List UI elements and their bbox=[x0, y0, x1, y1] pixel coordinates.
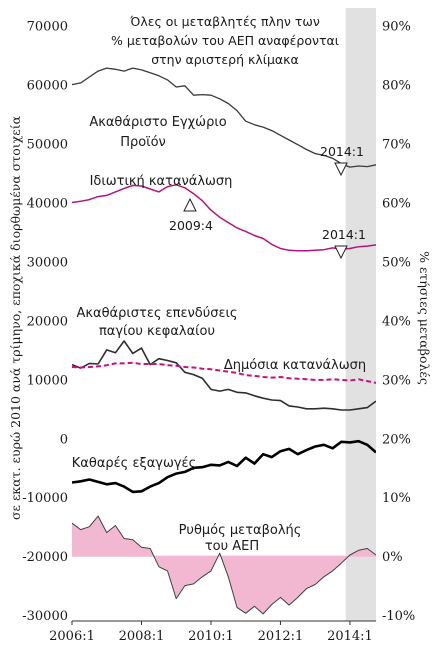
y-right-tick-label: 90% bbox=[382, 20, 411, 35]
triangle-marker-icon bbox=[334, 245, 348, 260]
y-left-tick-label: -20000 bbox=[22, 550, 68, 565]
annotation-consumption-2014: 2014:1 bbox=[322, 227, 366, 260]
series-line-public-consumption bbox=[72, 361, 376, 384]
series-line-gdp-growth bbox=[72, 515, 376, 615]
y-right-tick-label: 70% bbox=[382, 138, 411, 153]
y-axis-right-title: % ετήσιες μεταβολές bbox=[417, 251, 432, 385]
series-label-gdp: Ακαθάριστο Εγχώριο Προϊόν bbox=[89, 115, 226, 150]
y-right-tick-label: 20% bbox=[382, 432, 411, 447]
title-line-1: Όλες οι μεταβλητές πλην των bbox=[129, 14, 320, 29]
triangle-marker-icon bbox=[334, 162, 348, 177]
y-left-tick-label: 40000 bbox=[27, 197, 68, 212]
series-label-private-consumption: Ιδιωτική κατανάλωση bbox=[90, 174, 233, 189]
y-left-tick-label: 60000 bbox=[27, 79, 68, 94]
x-tick-label: 2014:1 bbox=[327, 629, 373, 644]
series-label-net-exports: Καθαρές εξαγωγές bbox=[72, 456, 196, 471]
y-left-tick-label: -10000 bbox=[22, 491, 68, 506]
annotation-label-gdp-2014: 2014:1 bbox=[320, 144, 364, 159]
y-left-tick-label: 20000 bbox=[27, 314, 68, 329]
y-right-tick-label: 30% bbox=[382, 373, 411, 388]
y-right-tick-label: 10% bbox=[382, 491, 411, 506]
series-label-investment-line-1: Ακαθάριστες επενδύσεις bbox=[76, 306, 237, 321]
title-line-3: στην αριστερή κλίμακα bbox=[151, 52, 299, 67]
series-line-gdp bbox=[72, 67, 376, 168]
series-label-gdp-growth: Ρυθμός μεταβολής του ΑΕΠ bbox=[179, 523, 302, 554]
annotation-label-consumption-peak: 2009:4 bbox=[169, 218, 213, 233]
series-label-public-consumption: Δημόσια κατανάλωση bbox=[224, 358, 366, 373]
shaded-period bbox=[345, 8, 376, 621]
series-label-investment-line-2: παγίου κεφαλαίου bbox=[99, 324, 215, 339]
series-line-net-exports bbox=[72, 439, 376, 494]
y-right-tick-label: 50% bbox=[382, 255, 411, 270]
triangle-marker-icon bbox=[183, 197, 197, 212]
x-tick-label: 2010:1 bbox=[188, 629, 234, 644]
annotation-gdp-2014: 2014:1 bbox=[320, 144, 364, 177]
series-label-gdp-line-2: Προϊόν bbox=[120, 135, 166, 150]
x-tick-label: 2008:1 bbox=[119, 629, 165, 644]
y-left-tick-label: 30000 bbox=[27, 255, 68, 270]
y-left-tick-label: 0 bbox=[60, 432, 68, 447]
series-line-investment bbox=[72, 340, 376, 411]
annotation-label-consumption-2014: 2014:1 bbox=[322, 227, 366, 242]
y-left-tick-label: 10000 bbox=[27, 373, 68, 388]
y-left-tick-label: 50000 bbox=[27, 138, 68, 153]
y-right-tick-label: -10% bbox=[382, 609, 415, 624]
series-label-gdp-growth-line-2: του ΑΕΠ bbox=[205, 539, 259, 554]
y-right-tick-label: 0% bbox=[382, 550, 403, 565]
series-label-gdp-growth-line-1: Ρυθμός μεταβολής bbox=[179, 523, 302, 538]
y-axis-left-title: σε εκατ. ευρώ 2010 ανά τρίμηνο, εποχικά … bbox=[8, 115, 23, 520]
x-tick-label: 2012:1 bbox=[258, 629, 304, 644]
y-right-tick-label: 60% bbox=[382, 197, 411, 212]
title-line-2: % μεταβολών του ΑΕΠ αναφέρονται bbox=[111, 33, 339, 48]
x-tick-label: 2006:1 bbox=[49, 629, 95, 644]
series-line-private-consumption bbox=[72, 184, 376, 252]
series-label-gdp-line-1: Ακαθάριστο Εγχώριο bbox=[89, 115, 226, 130]
annotation-consumption-peak: 2009:4 bbox=[169, 197, 213, 233]
y-right-tick-label: 40% bbox=[382, 314, 411, 329]
y-right-tick-label: 80% bbox=[382, 79, 411, 94]
chart-title: Όλες οι μεταβλητές πλην των % μεταβολών … bbox=[111, 14, 339, 67]
y-left-tick-label: -30000 bbox=[22, 609, 68, 624]
series-label-investment: Ακαθάριστες επενδύσεις παγίου κεφαλαίου bbox=[76, 306, 237, 339]
y-left-tick-label: 70000 bbox=[27, 20, 68, 35]
